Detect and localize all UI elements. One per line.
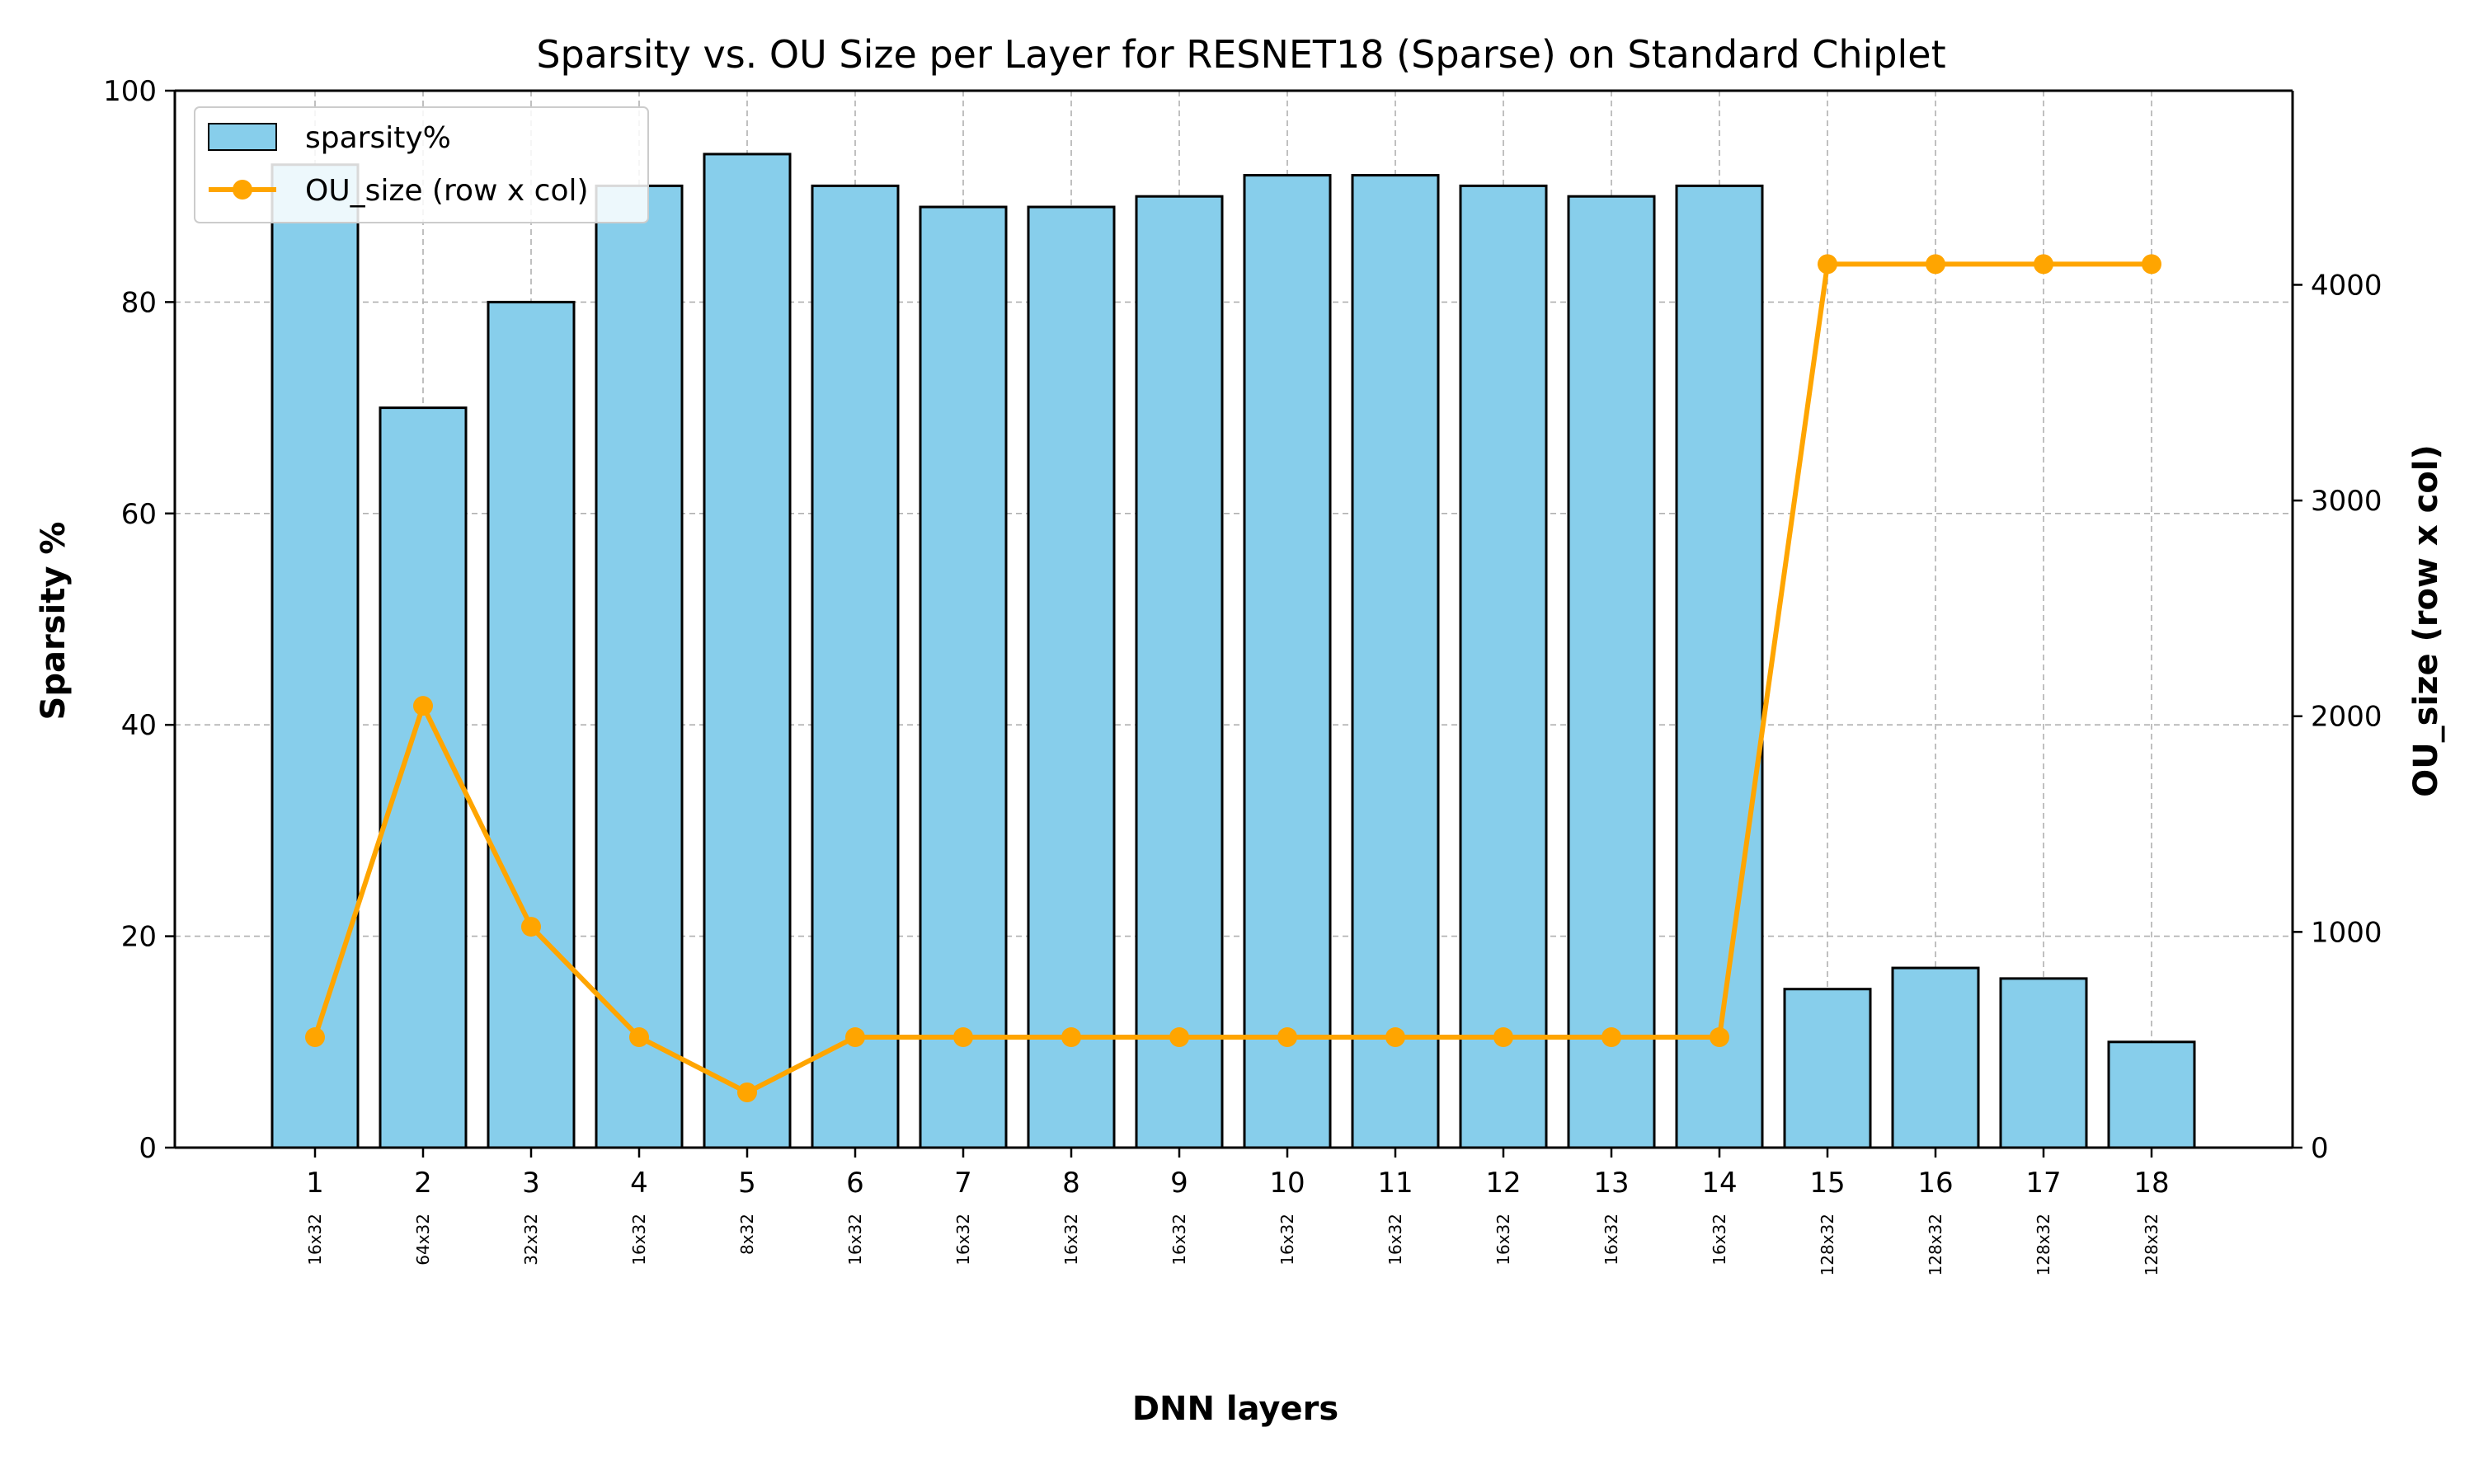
ou-size-point	[1385, 1027, 1405, 1048]
ou-size-point	[1602, 1027, 1621, 1048]
sparsity-bar	[1783, 988, 1872, 1149]
ou-size-line-layer	[305, 254, 2161, 1103]
ou-size-point	[305, 1027, 325, 1048]
y-tick-label: 20	[121, 921, 157, 954]
ou-size-tick-label: 16x32	[1602, 1214, 1621, 1266]
ou-size-point	[1061, 1027, 1081, 1048]
ou-size-tick-label: 128x32	[2034, 1214, 2053, 1275]
sparsity-bar	[595, 184, 684, 1149]
ou-size-point	[413, 696, 433, 716]
ou-size-tick-label: 128x32	[1926, 1214, 1945, 1275]
y2-axis-label: OU_size (row x col)	[2407, 444, 2445, 797]
bars-layer	[270, 153, 2196, 1149]
legend-sparsity-swatch	[208, 123, 277, 151]
ou-size-tick-label: 16x32	[1169, 1214, 1189, 1266]
ou-size-point	[1169, 1027, 1189, 1048]
sparsity-bar	[1567, 195, 1656, 1149]
y-tick-label: 40	[121, 709, 157, 742]
sparsity-bar	[919, 205, 1008, 1149]
ou-size-point	[953, 1027, 973, 1048]
x-tick-label: 5	[738, 1167, 756, 1200]
ou-size-tick-label: 16x32	[1061, 1214, 1081, 1266]
ou-size-tick-label: 128x32	[2142, 1214, 2161, 1275]
sparsity-bar	[379, 406, 468, 1149]
x-tick-label: 7	[954, 1167, 972, 1200]
axes-layer: 02040608010001000200030004000116x32264x3…	[103, 75, 2382, 1275]
ou-size-tick-label: 32x32	[521, 1214, 541, 1266]
y2-tick-label: 4000	[2311, 269, 2382, 302]
sparsity-bar	[1891, 966, 1980, 1149]
sparsity-bar	[1459, 184, 1548, 1149]
ou-size-point	[629, 1027, 649, 1048]
ou-size-tick-label: 8x32	[737, 1214, 757, 1255]
legend-box	[194, 106, 649, 223]
x-tick-label: 3	[522, 1167, 540, 1200]
y2-tick-label: 2000	[2311, 701, 2382, 734]
ou-size-point	[1493, 1027, 1513, 1048]
x-tick-label: 10	[1269, 1167, 1305, 1200]
x-axis-label: DNN layers	[1132, 1390, 1338, 1428]
sparsity-bar	[703, 153, 792, 1149]
ou-size-tick-label: 16x32	[629, 1214, 649, 1266]
ou-size-point	[1710, 1027, 1729, 1048]
y2-tick-label: 3000	[2311, 485, 2382, 518]
sparsity-bar	[1675, 184, 1764, 1149]
y2-tick-label: 0	[2311, 1132, 2329, 1165]
ou-size-tick-label: 64x32	[413, 1214, 433, 1266]
legend-sparsity-label: sparsity%	[305, 121, 451, 155]
sparsity-bar	[2107, 1040, 2196, 1149]
y-axis-label: Sparsity %	[35, 522, 73, 721]
x-tick-label: 1	[306, 1167, 324, 1200]
sparsity-bar	[1999, 977, 2088, 1149]
ou-size-point	[2034, 254, 2053, 275]
legend-ou-label: OU_size (row x col)	[305, 174, 589, 208]
y-tick-label: 0	[139, 1132, 157, 1165]
x-tick-label: 9	[1170, 1167, 1188, 1200]
x-tick-label: 16	[1917, 1167, 1953, 1200]
x-tick-label: 6	[846, 1167, 864, 1200]
sparsity-bar	[270, 163, 360, 1149]
ou-size-point	[1277, 1027, 1297, 1048]
y-tick-label: 100	[103, 75, 157, 108]
ou-size-point	[1926, 254, 1945, 275]
ou-size-tick-label: 16x32	[1385, 1214, 1405, 1266]
sparsity-bar	[487, 300, 576, 1149]
chart-title: Sparsity vs. OU Size per Layer for RESNE…	[536, 32, 1945, 77]
sparsity-bar	[1027, 205, 1116, 1149]
x-tick-label: 14	[1701, 1167, 1737, 1200]
ou-size-point	[1818, 254, 1837, 275]
sparsity-bar	[1135, 195, 1224, 1149]
ou-size-tick-label: 16x32	[1277, 1214, 1297, 1266]
x-tick-label: 11	[1377, 1167, 1413, 1200]
y-tick-label: 80	[121, 286, 157, 319]
ou-size-tick-label: 16x32	[845, 1214, 865, 1266]
ou-size-tick-label: 128x32	[1818, 1214, 1837, 1275]
x-tick-label: 17	[2025, 1167, 2061, 1200]
legend: sparsity% OU_size (row x col)	[194, 106, 649, 223]
x-tick-label: 2	[414, 1167, 432, 1200]
sparsity-bar	[811, 184, 900, 1149]
ou-size-point	[2142, 254, 2161, 275]
x-tick-label: 12	[1485, 1167, 1521, 1200]
ou-size-line	[313, 261, 2152, 1096]
x-tick-label: 15	[1809, 1167, 1845, 1200]
x-tick-label: 4	[630, 1167, 648, 1200]
x-tick-label: 18	[2133, 1167, 2169, 1200]
sparsity-bar	[1351, 174, 1440, 1149]
legend-ou-marker	[233, 180, 252, 200]
ou-size-tick-label: 16x32	[305, 1214, 325, 1266]
y2-tick-label: 1000	[2311, 916, 2382, 949]
ou-size-point	[737, 1082, 757, 1103]
ou-size-tick-label: 16x32	[953, 1214, 973, 1266]
x-tick-label: 8	[1062, 1167, 1080, 1200]
ou-size-point	[845, 1027, 865, 1048]
ou-size-tick-label: 16x32	[1710, 1214, 1729, 1266]
sparsity-bar	[1243, 174, 1332, 1149]
ou-size-tick-label: 16x32	[1493, 1214, 1513, 1266]
x-tick-label: 13	[1593, 1167, 1629, 1200]
ou-size-point	[521, 917, 541, 937]
y-tick-label: 60	[121, 498, 157, 531]
